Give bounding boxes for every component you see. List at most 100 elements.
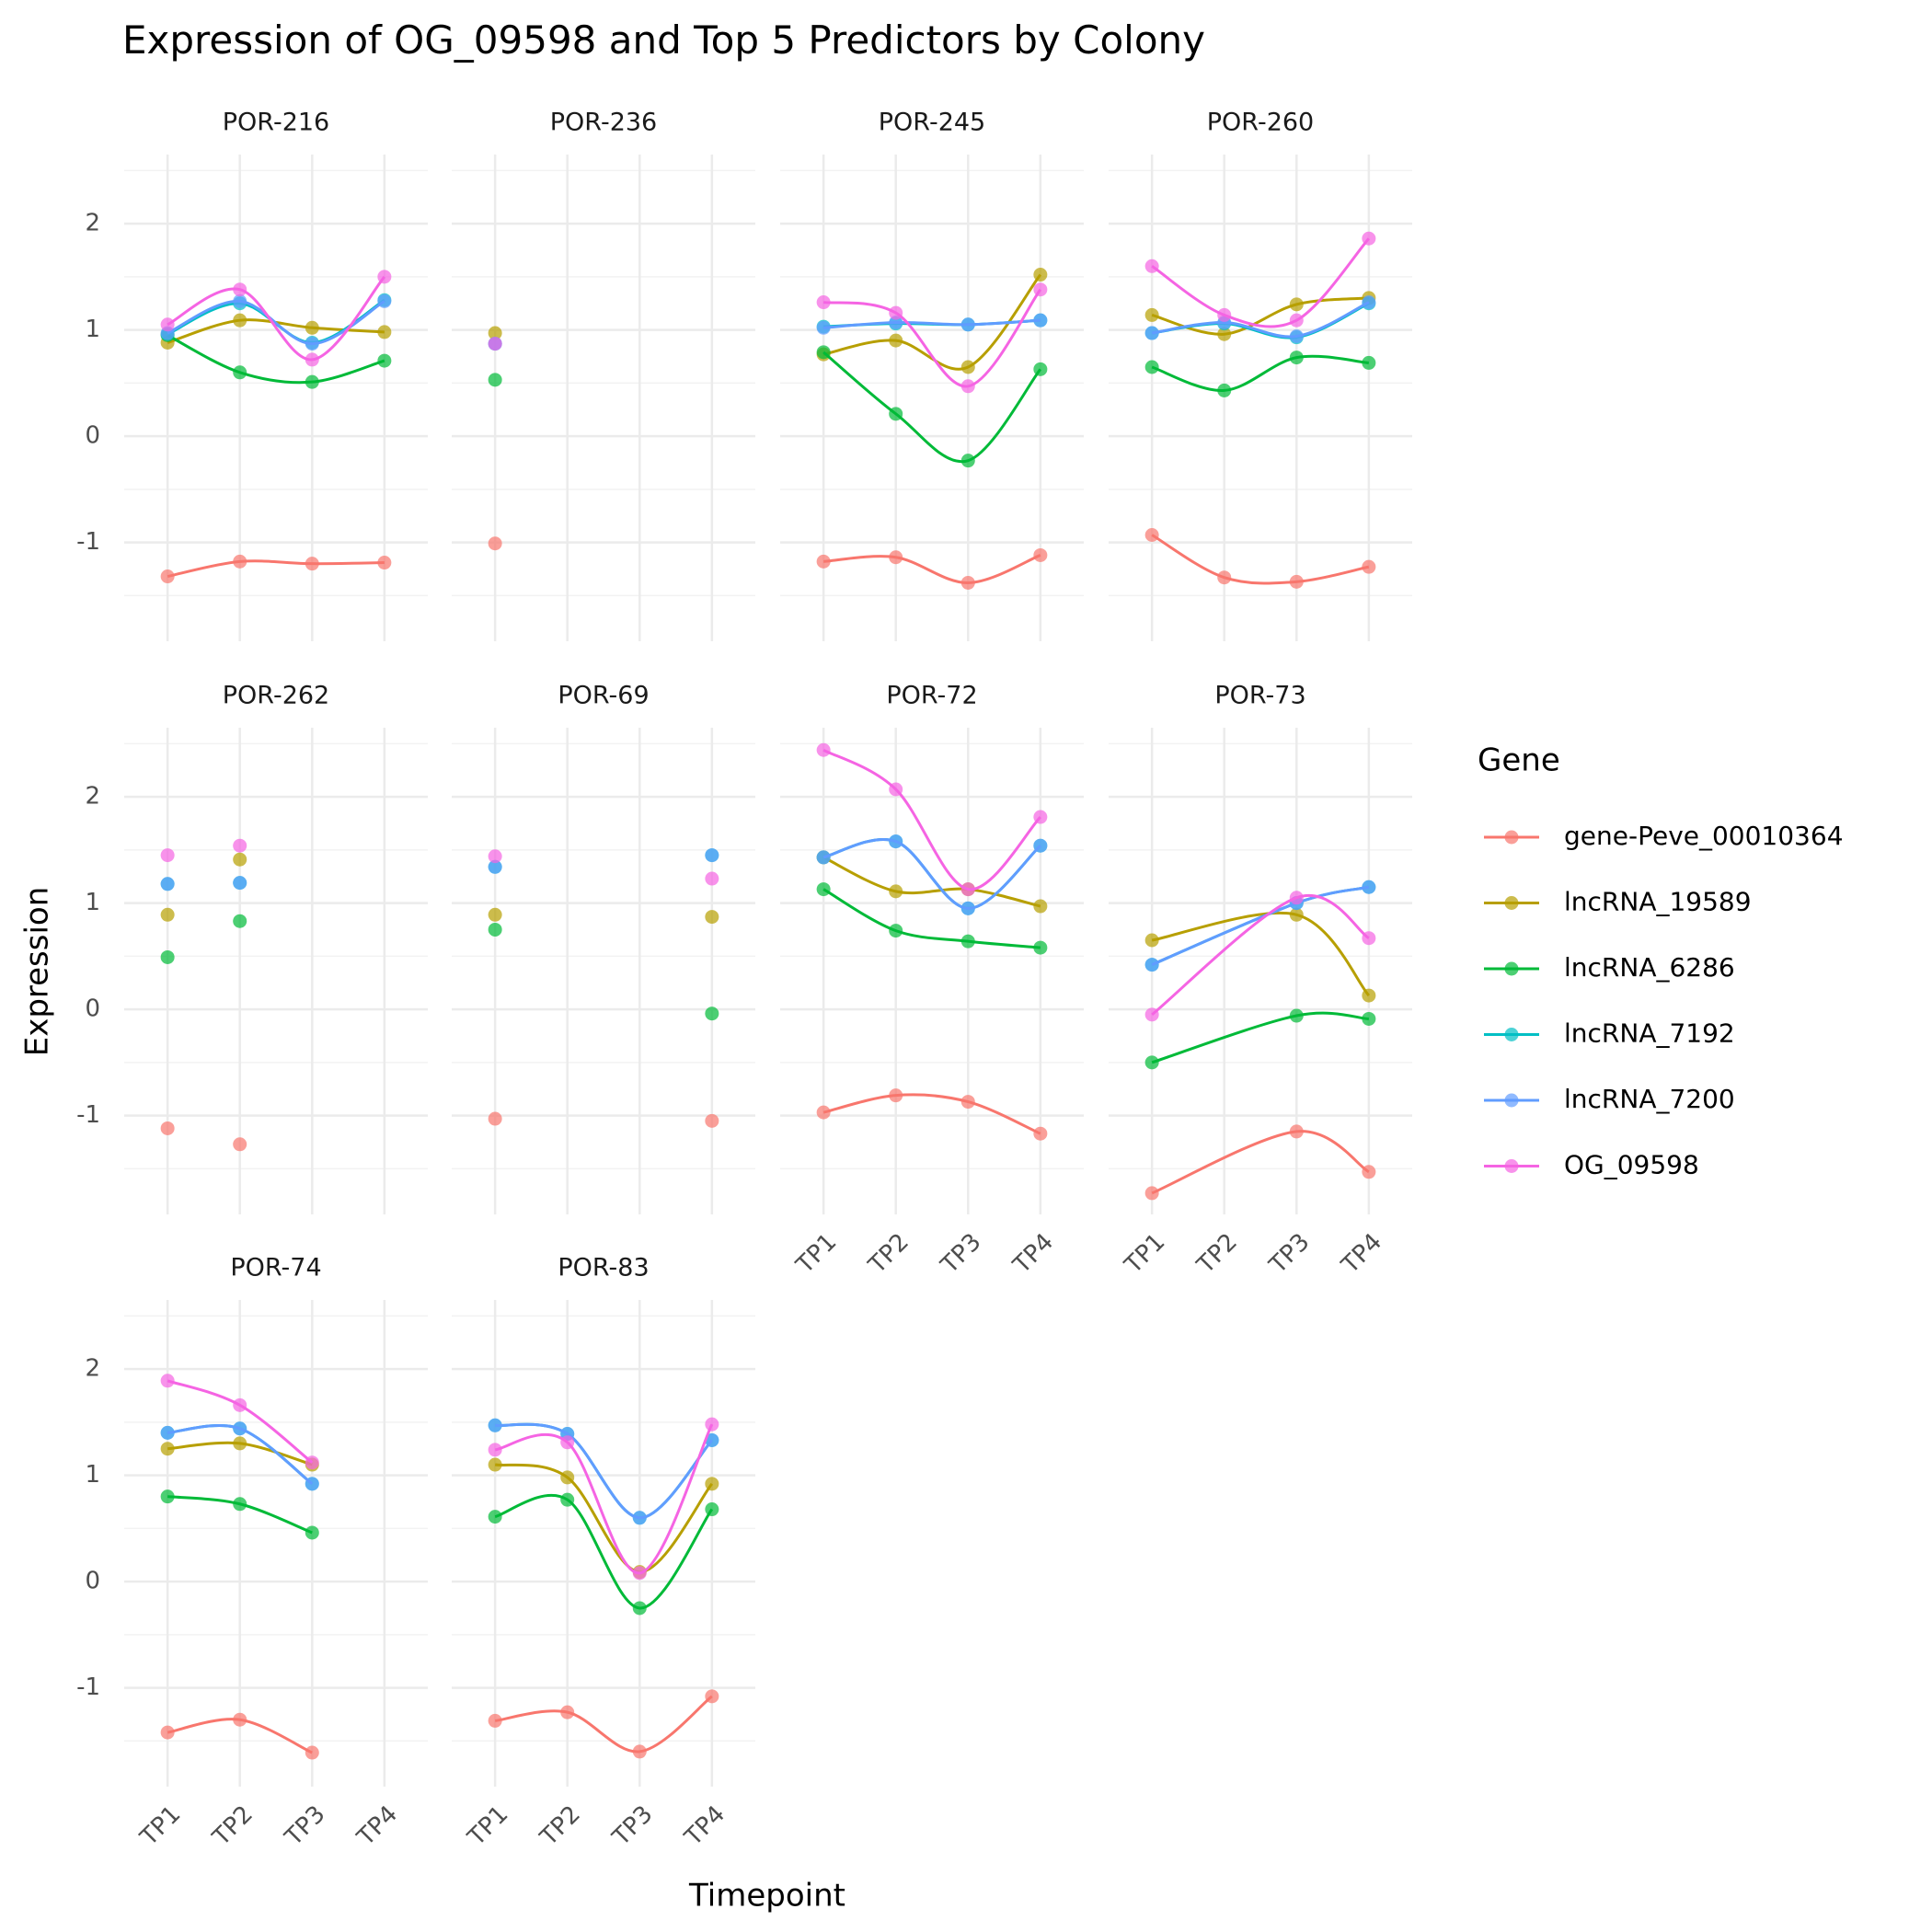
data-point xyxy=(160,1442,175,1456)
data-point xyxy=(560,1492,575,1507)
data-point xyxy=(1217,327,1232,341)
trend-line xyxy=(167,334,385,385)
data-point xyxy=(1289,329,1304,344)
data-point xyxy=(305,337,319,351)
data-point xyxy=(233,914,247,928)
data-point xyxy=(488,907,502,922)
data-point xyxy=(1033,362,1048,376)
data-point xyxy=(233,1137,247,1152)
x-tick-label: TP4 xyxy=(1007,1228,1059,1280)
data-point xyxy=(705,848,719,863)
data-point xyxy=(488,536,502,551)
trend-line xyxy=(1151,911,1371,997)
data-point xyxy=(816,320,831,335)
data-point xyxy=(233,282,247,297)
data-point xyxy=(1362,931,1376,946)
y-tick-label: 2 xyxy=(85,783,100,811)
data-point xyxy=(816,345,831,360)
data-point xyxy=(1144,1186,1159,1201)
facet-title: POR-262 xyxy=(223,682,329,710)
facet-title: POR-72 xyxy=(886,682,977,710)
data-point xyxy=(1289,1124,1304,1139)
data-point xyxy=(305,374,319,389)
data-point xyxy=(889,834,903,849)
trend-line xyxy=(1151,1011,1369,1064)
x-tick-label: TP3 xyxy=(936,1228,987,1280)
trend-line xyxy=(1151,534,1370,585)
data-point xyxy=(488,326,502,340)
trend-line xyxy=(822,888,1041,949)
data-point xyxy=(560,1470,575,1485)
legend-point xyxy=(1504,830,1519,845)
data-point xyxy=(1033,268,1048,282)
trend-line xyxy=(167,559,385,579)
data-point xyxy=(1144,360,1159,374)
y-tick-label: 2 xyxy=(85,1355,100,1383)
chart-title: Expression of OG_09598 and Top 5 Predict… xyxy=(122,17,1205,63)
data-point xyxy=(816,295,831,310)
legend-label: gene-Peve_00010364 xyxy=(1564,821,1844,851)
data-point xyxy=(305,352,319,367)
y-tick-label: 1 xyxy=(85,316,100,343)
data-point xyxy=(233,1712,247,1727)
y-tick-label: 0 xyxy=(85,422,100,450)
trend-line xyxy=(1151,237,1370,328)
legend-point xyxy=(1504,961,1519,976)
data-point xyxy=(960,379,975,394)
data-point xyxy=(1217,383,1232,397)
data-point xyxy=(160,317,175,332)
data-point xyxy=(488,1713,502,1728)
data-point xyxy=(816,850,831,865)
data-point xyxy=(1362,880,1376,894)
data-point xyxy=(1033,313,1048,328)
data-point xyxy=(488,373,502,387)
trend-line xyxy=(822,1093,1041,1135)
y-tick-label: -1 xyxy=(76,1673,100,1701)
data-point xyxy=(960,360,975,374)
legend-point xyxy=(1504,1028,1519,1041)
data-point xyxy=(705,1417,719,1432)
legend-label: lncRNA_7192 xyxy=(1564,1018,1735,1049)
x-tick-label: TP2 xyxy=(535,1800,586,1852)
data-point xyxy=(305,320,319,335)
legend-point xyxy=(1504,896,1519,910)
x-tick-label: TP1 xyxy=(462,1800,513,1852)
trend-line xyxy=(1151,894,1370,1017)
data-point xyxy=(1144,259,1159,273)
data-point xyxy=(1033,838,1048,853)
data-point xyxy=(705,1432,719,1447)
data-point xyxy=(1362,988,1376,1003)
x-tick-label: TP2 xyxy=(863,1228,914,1280)
data-point xyxy=(889,333,903,348)
trend-line xyxy=(494,1423,714,1575)
y-tick-label: 0 xyxy=(85,1568,100,1595)
y-tick-label: 2 xyxy=(85,210,100,237)
data-point xyxy=(233,1397,247,1412)
trend-line xyxy=(494,1463,714,1574)
data-point xyxy=(1033,1126,1048,1141)
data-point xyxy=(705,871,719,886)
facet-title: POR-216 xyxy=(223,109,329,137)
data-point xyxy=(816,742,831,757)
data-point xyxy=(560,1705,575,1719)
data-point xyxy=(233,313,247,328)
facet-title: POR-236 xyxy=(550,109,657,137)
data-point xyxy=(960,901,975,915)
data-point xyxy=(960,882,975,897)
data-point xyxy=(1144,326,1159,340)
data-point xyxy=(632,1511,647,1525)
x-tick-label: TP4 xyxy=(1336,1228,1387,1280)
data-point xyxy=(705,910,719,925)
data-point xyxy=(1144,1007,1159,1022)
data-point xyxy=(160,1374,175,1388)
data-point xyxy=(377,353,392,368)
facet-title: POR-260 xyxy=(1207,109,1314,137)
trend-line xyxy=(167,275,386,362)
data-point xyxy=(1033,899,1048,914)
legend-point xyxy=(1504,1093,1519,1108)
data-point xyxy=(160,1121,175,1135)
data-point xyxy=(305,1477,319,1491)
data-point xyxy=(1144,1055,1159,1070)
x-tick-label: TP3 xyxy=(1264,1228,1316,1280)
data-point xyxy=(816,554,831,569)
